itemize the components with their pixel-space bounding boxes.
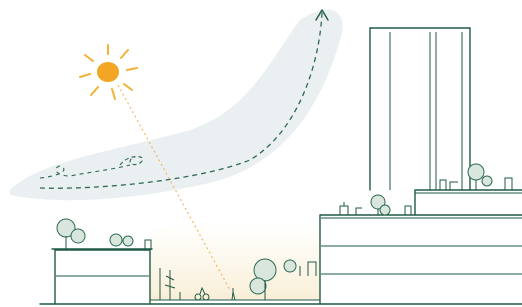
tree (110, 234, 122, 246)
table-seating (440, 180, 458, 190)
tree (250, 278, 266, 294)
tree (123, 236, 133, 246)
sun-disc (97, 62, 119, 82)
right-building (320, 215, 522, 304)
sun (80, 45, 137, 99)
sun-ray (112, 89, 115, 99)
tree (380, 205, 390, 215)
sun-ray (85, 55, 93, 61)
tree (468, 164, 484, 180)
upper-step (415, 190, 522, 215)
page (0, 0, 522, 307)
table-seating (340, 202, 348, 215)
tower (370, 28, 470, 190)
left-building (55, 250, 150, 304)
chair (505, 178, 512, 190)
sun-ray (80, 74, 90, 77)
illustration (0, 0, 522, 307)
ground-glow (150, 220, 320, 300)
chair (405, 206, 411, 215)
sun-ray (121, 50, 128, 58)
tree (482, 176, 492, 186)
sun-ray (127, 68, 137, 70)
sun-ray (124, 84, 132, 90)
bench (356, 208, 362, 215)
air-haze (10, 10, 343, 201)
tree (284, 260, 296, 272)
sun-ray (91, 87, 98, 95)
tree (71, 229, 85, 243)
